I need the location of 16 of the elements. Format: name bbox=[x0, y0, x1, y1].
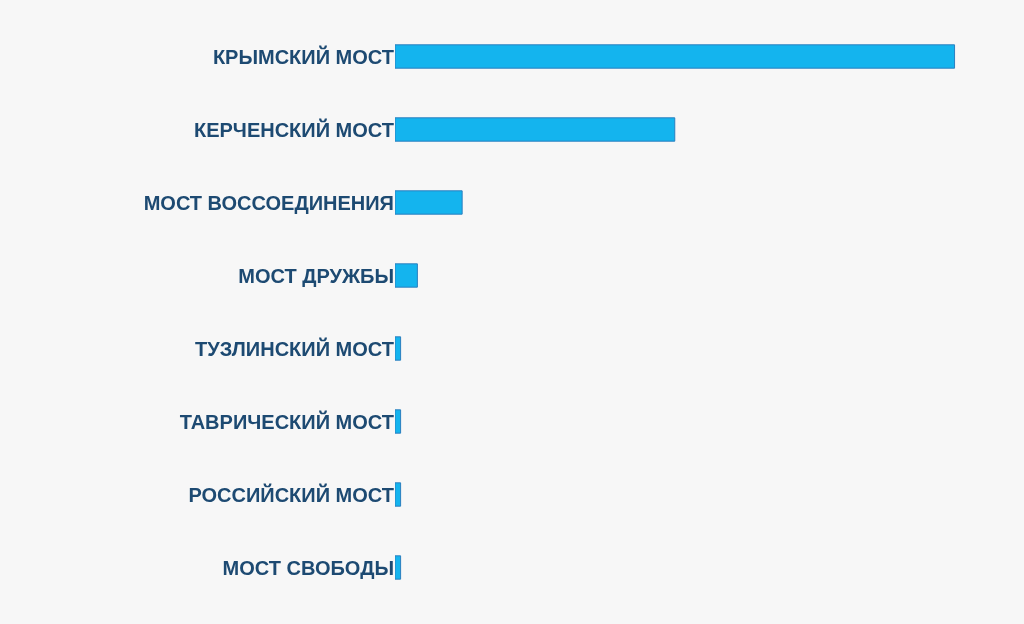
bar bbox=[395, 482, 402, 507]
bar bbox=[395, 555, 402, 580]
y-tick-label: МОСТ ВОССОЕДИНЕНИЯ bbox=[143, 191, 394, 214]
bar bbox=[395, 44, 956, 69]
y-tick-label: КЕРЧЕНСКИЙ МОСТ bbox=[193, 117, 394, 141]
bar bbox=[395, 336, 402, 361]
y-tick-label: МОСТ ДРУЖБЫ bbox=[238, 264, 394, 287]
y-tick-label: РОССИЙСКИЙ МОСТ bbox=[188, 482, 394, 506]
y-tick-label: МОСТ СВОБОДЫ bbox=[222, 556, 394, 579]
bar bbox=[395, 409, 402, 434]
y-tick-label: ТАВРИЧЕСКИЙ МОСТ bbox=[179, 409, 394, 433]
bar bbox=[395, 190, 463, 215]
bar bbox=[395, 117, 676, 142]
y-tick-label: ТУЗЛИНСКИЙ МОСТ bbox=[195, 336, 394, 360]
bar bbox=[395, 263, 418, 288]
y-tick-label: КРЫМСКИЙ МОСТ bbox=[212, 44, 394, 68]
